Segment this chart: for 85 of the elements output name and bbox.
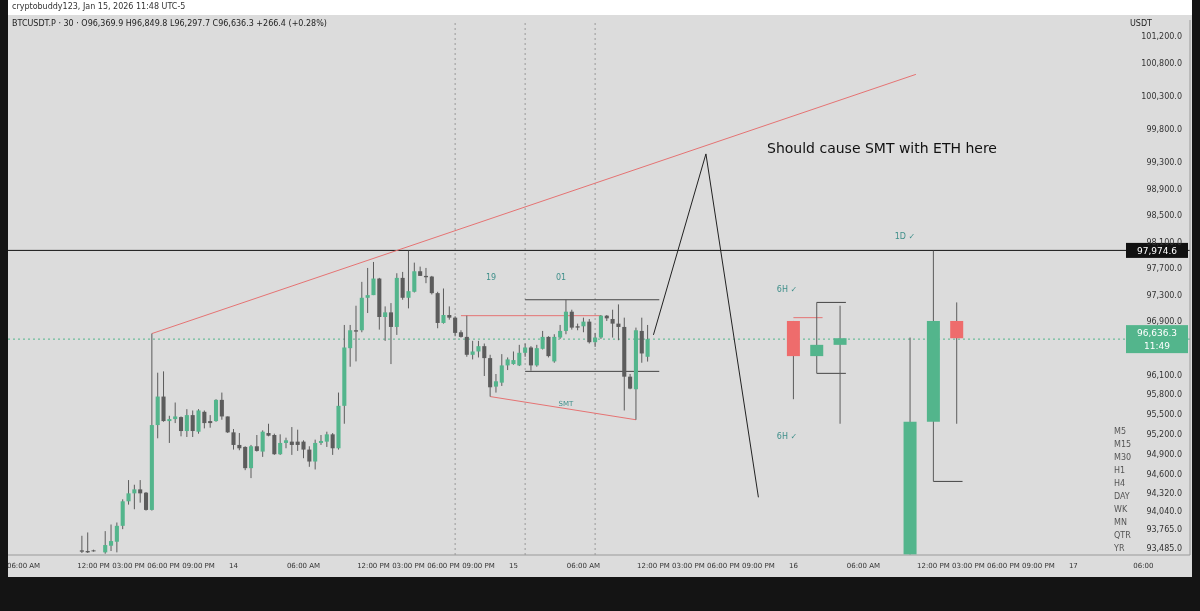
annotation: H1	[1114, 466, 1126, 475]
chart-title: BTCUSDT.P · 30 · O96,369.9 H96,849.8 L96,297.7 C96,636.3 +266.4 (+0.28%)	[12, 19, 327, 28]
y-tick-label: 97,300.0	[1146, 290, 1182, 300]
annotation: 6H ✓	[776, 431, 798, 441]
candlestick	[184, 408, 189, 438]
y-tick-label: 99,800.0	[1146, 125, 1182, 135]
candlestick	[313, 439, 318, 470]
y-tick-label: 95,500.0	[1146, 410, 1182, 420]
annotation: QTR	[1114, 531, 1131, 540]
candlestick	[563, 299, 568, 335]
candlestick	[610, 309, 615, 339]
y-tick-label: 100,800.0	[1141, 58, 1182, 68]
annotation: 1D ✓	[894, 231, 916, 241]
y-tick-label: 94,900.0	[1146, 450, 1182, 460]
annotation: M30	[1114, 453, 1132, 462]
candlestick	[569, 309, 574, 331]
candlestick	[470, 340, 475, 360]
y-tick-label: 97,700.0	[1146, 264, 1182, 274]
candlestick	[534, 344, 539, 368]
candlestick	[453, 315, 458, 337]
candlestick	[429, 275, 434, 295]
candlestick	[639, 317, 644, 364]
annotation: M5	[1114, 427, 1126, 436]
annotation: YR	[1114, 544, 1125, 553]
annotation: MN	[1114, 518, 1127, 527]
candlestick	[143, 491, 149, 512]
candlestick	[307, 445, 312, 468]
annotation: Should cause SMT with ETH here	[767, 140, 997, 156]
y-axis-title: USDT	[1129, 18, 1153, 30]
y-tick-label: 94,040.0	[1146, 507, 1182, 517]
candlestick	[950, 301, 964, 425]
ref-line-label: 96,636.3 11:49	[1136, 328, 1178, 352]
y-tick-label: 93,485.0	[1146, 543, 1182, 553]
candlestick	[103, 530, 108, 555]
candlestick	[243, 445, 248, 471]
candlestick	[132, 484, 137, 510]
candlestick	[587, 318, 592, 345]
candlestick	[173, 402, 178, 424]
y-tick-label: 95,200.0	[1146, 430, 1182, 440]
annotation: 6H ✓	[776, 284, 798, 294]
candlestick	[213, 398, 219, 423]
candlestick	[79, 535, 84, 554]
candlestick	[109, 524, 114, 552]
candlestick	[114, 522, 119, 553]
annotation: DAY	[1114, 492, 1130, 501]
y-tick-label: 98,500.0	[1146, 211, 1182, 221]
y-tick-label: 94,320.0	[1146, 488, 1182, 498]
candlestick	[278, 433, 283, 456]
candlestick	[464, 315, 469, 358]
candlestick	[528, 345, 533, 372]
chart-subtitle: cryptobuddy123, Jan 15, 2026 11:48 UTC-5	[12, 2, 186, 11]
annotation: H4	[1114, 479, 1126, 488]
candlestick	[248, 444, 254, 479]
candlestick	[353, 305, 359, 362]
candlestick	[365, 267, 370, 314]
y-tick-label: 101,200.0	[1141, 32, 1182, 42]
candlestick	[493, 373, 499, 394]
candlestick	[231, 428, 236, 451]
candlestick	[330, 432, 335, 456]
y-tick-label: 96,900.0	[1146, 317, 1182, 327]
candlestick	[482, 343, 487, 377]
y-tick-label: 95,800.0	[1146, 390, 1182, 400]
candlestick	[190, 409, 195, 438]
y-tick-label: 99,300.0	[1146, 158, 1182, 168]
candlestick	[499, 353, 504, 387]
candlestick	[400, 271, 405, 301]
annotation: M15	[1114, 440, 1132, 449]
y-tick-label: 93,765.0	[1146, 525, 1182, 535]
annotation: 01	[555, 272, 567, 282]
y-tick-label: 96,100.0	[1146, 370, 1182, 380]
annotation: 19	[485, 272, 497, 282]
candlestick	[126, 479, 131, 506]
y-tick-label: 94,600.0	[1146, 469, 1182, 479]
candlestick	[523, 343, 528, 358]
ref-line-label: 97,974.6	[1136, 245, 1178, 256]
annotation: WK	[1114, 505, 1128, 514]
candlestick	[138, 479, 143, 504]
candlestick	[283, 437, 289, 449]
candlestick	[219, 392, 224, 421]
candlestick	[318, 434, 324, 446]
y-tick-label: 98,900.0	[1146, 184, 1182, 194]
candlestick	[388, 302, 394, 365]
candlestick	[178, 415, 184, 437]
candlestick	[546, 335, 551, 358]
y-tick-label: 100,300.0	[1141, 92, 1182, 102]
